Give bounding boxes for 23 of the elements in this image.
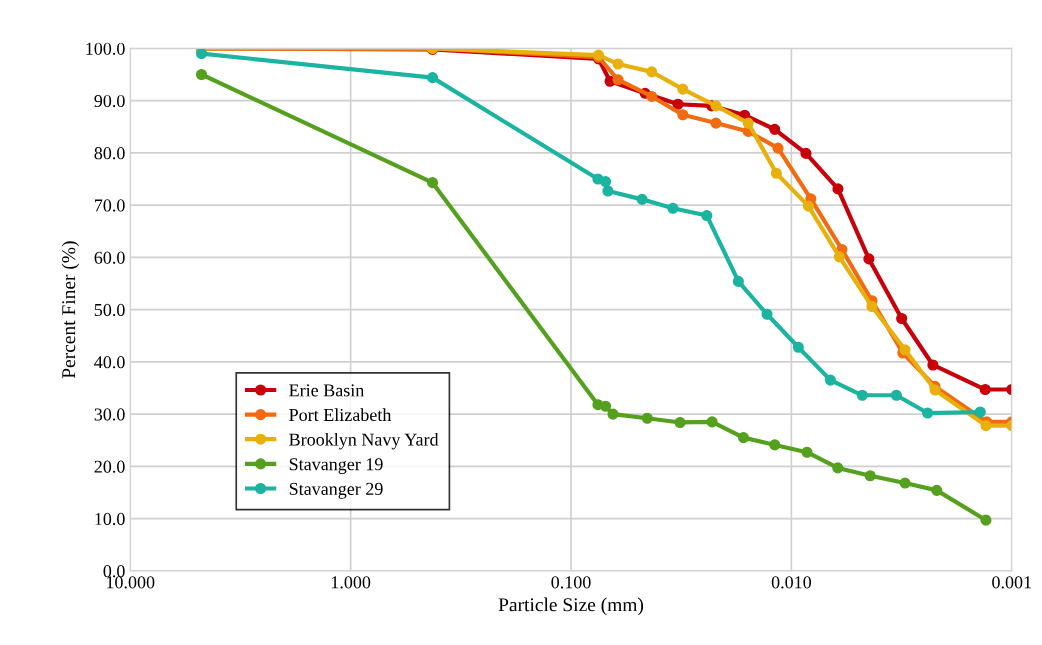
y-tick-label: 50.0	[94, 303, 125, 317]
y-tick-label: 30.0	[94, 408, 125, 421]
x-tick-label: 10.000	[107, 576, 155, 589]
x-tick-label: 0.001	[992, 576, 1032, 589]
legend-label: Erie Basin	[289, 384, 365, 397]
legend-label: Port Elizabeth	[289, 408, 392, 422]
y-tick-label: 40.0	[94, 356, 125, 369]
x-tick-label: 0.100	[551, 576, 591, 589]
y-axis-title: Percent Finer (%)	[61, 241, 80, 379]
y-tick-label: 80.0	[94, 147, 125, 160]
legend-label: Stavanger 29	[289, 482, 383, 499]
legend-label: Brooklyn Navy Yard	[289, 432, 439, 450]
y-tick-label: 60.0	[94, 251, 125, 264]
x-tick-label: 1.000	[331, 576, 371, 589]
x-axis-title: Particle Size (mm)	[498, 597, 644, 616]
y-tick-label: 0.0	[103, 565, 125, 578]
y-tick-label: 10.0	[95, 512, 125, 526]
y-tick-label: 20.0	[94, 460, 125, 473]
y-tick-label: 90.0	[94, 94, 125, 108]
y-tick-label: 70.0	[94, 199, 125, 212]
legend-label: Stavanger 19	[289, 458, 383, 475]
x-tick-label: 0.010	[771, 576, 812, 589]
y-tick-label: 100.0	[86, 42, 125, 55]
